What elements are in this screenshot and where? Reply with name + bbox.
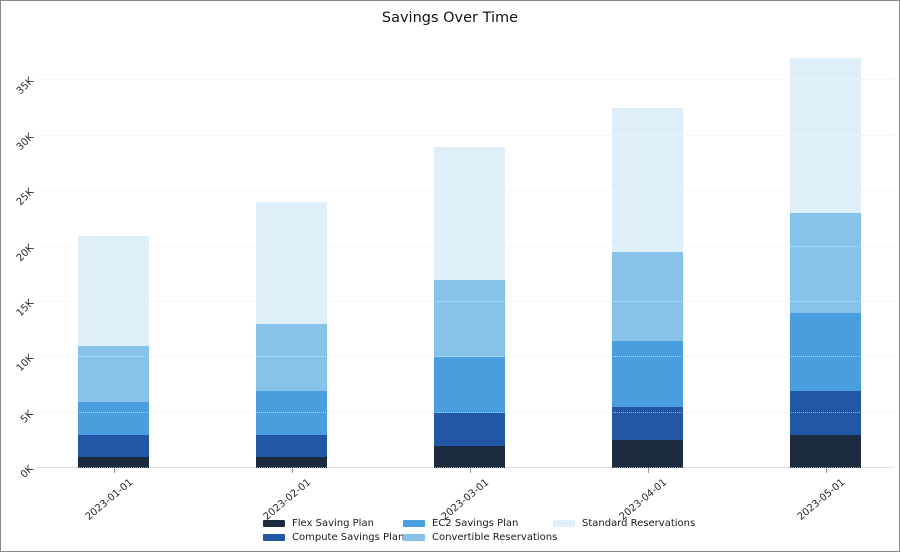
y-tick-label: 35K	[14, 76, 36, 98]
legend-label: Convertible Reservations	[432, 531, 558, 543]
legend-item-standard-reservations: Standard Reservations	[553, 517, 695, 529]
plot-area	[37, 51, 894, 468]
bar-segment	[790, 434, 861, 468]
bar-segment	[256, 390, 327, 435]
legend-swatch-icon	[403, 533, 425, 541]
bar-segment	[78, 346, 149, 402]
x-tick	[113, 468, 115, 473]
x-tick-label: 2023-02-01	[261, 477, 314, 523]
legend-swatch-icon	[263, 533, 285, 541]
y-tick-label: 15K	[14, 297, 36, 319]
x-tick-label: 2023-04-01	[617, 477, 670, 523]
legend-label: Compute Savings Plan	[292, 531, 405, 543]
bar-segment	[790, 58, 861, 214]
bar-segment	[434, 445, 505, 468]
legend-label: Standard Reservations	[582, 517, 696, 529]
x-tick-label: 2023-01-01	[83, 477, 136, 523]
bar-segment	[790, 213, 861, 314]
bar-segment	[78, 456, 149, 468]
bar-2023-03-01	[434, 146, 505, 468]
bar-segment	[78, 401, 149, 435]
gridline-35K	[37, 79, 894, 81]
bar-segment	[78, 434, 149, 457]
y-tick-label: 0K	[18, 463, 36, 481]
legend-column: Standard Reservations	[553, 517, 695, 529]
x-tick	[469, 468, 471, 473]
chart-title: Savings Over Time	[381, 10, 519, 26]
x-tick	[825, 468, 827, 473]
y-tick-label: 10K	[14, 352, 36, 375]
legend-column: Flex Saving Plan Compute Savings Plan	[263, 517, 404, 543]
bar-segment	[434, 279, 505, 358]
legend-item-flex-saving-plan: Flex Saving Plan	[263, 517, 404, 529]
legend-item-compute-savings-plan: Compute Savings Plan	[263, 531, 404, 543]
bar-segment	[256, 434, 327, 457]
x-tick	[647, 468, 649, 473]
legend-item-convertible-reservations: Convertible Reservations	[403, 531, 557, 543]
bar-segment	[790, 390, 861, 435]
bar-segment	[612, 108, 683, 253]
bar-segment	[612, 407, 683, 441]
x-tick-label: 2023-03-01	[439, 477, 492, 523]
y-tick-label: 25K	[14, 186, 36, 209]
bar-segment	[612, 340, 683, 408]
y-tick-label: 30K	[14, 131, 36, 153]
bar-segment	[434, 412, 505, 446]
legend-item-ec2-savings-plan: EC2 Savings Plan	[403, 517, 557, 529]
bar-2023-02-01	[256, 202, 327, 468]
bar-segment	[256, 456, 327, 468]
x-tick-label: 2023-05-01	[795, 477, 848, 523]
x-tick	[291, 468, 293, 473]
legend-swatch-icon	[263, 519, 285, 527]
bar-segment	[256, 202, 327, 325]
legend-label: EC2 Savings Plan	[432, 517, 519, 529]
gridline-30K	[37, 134, 894, 136]
legend-column: EC2 Savings Plan Convertible Reservations	[403, 517, 557, 543]
legend-swatch-icon	[403, 519, 425, 527]
bar-segment	[78, 235, 149, 347]
legend-swatch-icon	[553, 519, 575, 527]
legend-label: Flex Saving Plan	[292, 517, 374, 529]
bar-segment	[434, 357, 505, 413]
bar-segment	[612, 440, 683, 468]
bar-2023-01-01	[78, 235, 149, 468]
bar-segment	[434, 146, 505, 280]
bar-2023-04-01	[612, 108, 683, 468]
bar-segment	[256, 324, 327, 391]
y-tick-label: 20K	[14, 242, 36, 264]
legend: Flex Saving Plan Compute Savings Plan EC2 …	[1, 517, 899, 549]
y-tick-label: 5K	[18, 408, 36, 426]
bar-segment	[612, 252, 683, 341]
bar-2023-05-01	[790, 58, 861, 468]
bar-segment	[790, 313, 861, 391]
